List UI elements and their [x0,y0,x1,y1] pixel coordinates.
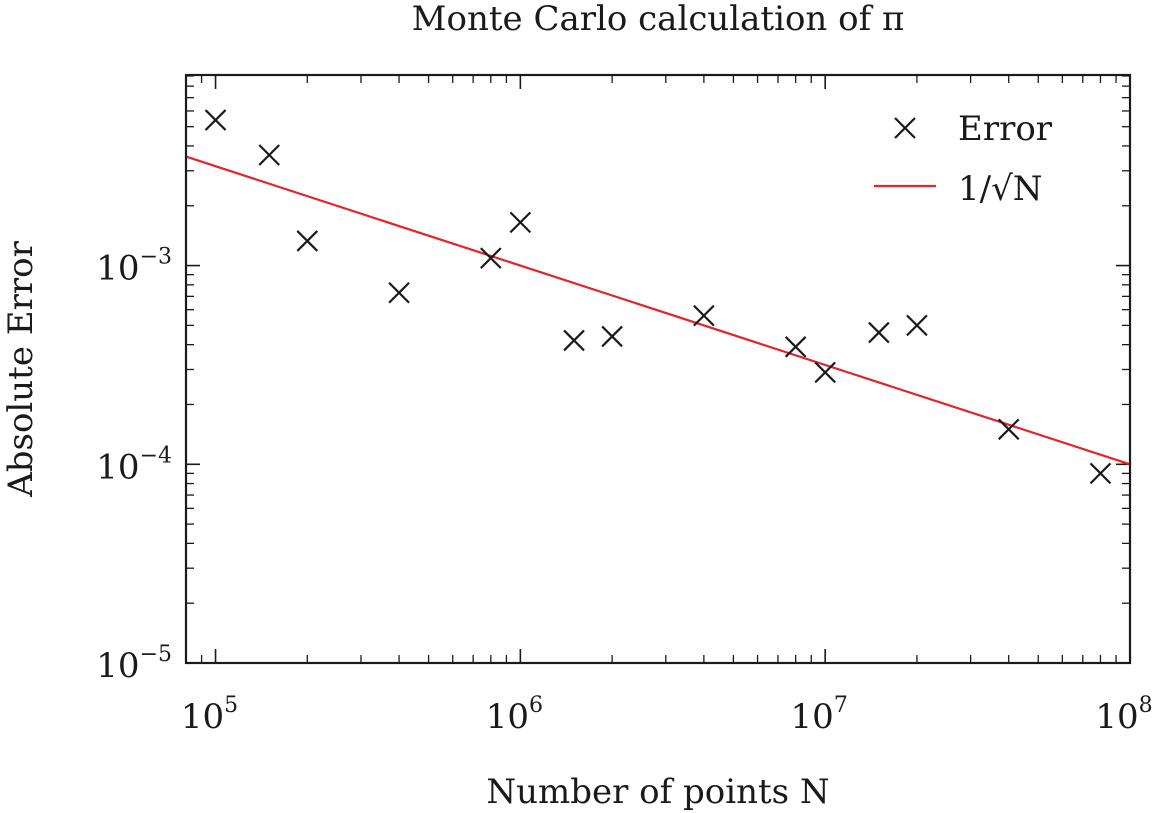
error-point [509,211,532,234]
legend: Error 1/√N [874,109,1053,209]
error-point [784,336,807,358]
y-tick-label: 10−3 [96,245,172,289]
plot-area [185,75,1131,664]
error-point [997,418,1020,441]
error-point [296,230,319,252]
legend-marker-error [894,117,916,139]
error-point [1089,462,1112,485]
error-point [563,329,585,352]
x-tick-label: 108 [1095,693,1152,737]
fit-line [185,155,1131,466]
error-point [693,304,715,327]
error-point [388,281,410,304]
x-tick-label: 105 [181,693,238,737]
error-point [868,321,890,344]
y-tick-label: 10−4 [96,443,172,487]
legend-label-fit: 1/√N [958,169,1043,209]
x-axis-label: Number of points N [486,772,829,812]
x-tick-label: 107 [791,693,848,737]
chart-title: Monte Carlo calculation of π [412,0,905,39]
error-point [601,325,623,348]
error-point [480,247,502,269]
plot-frame [184,73,1132,665]
y-tick-label: 10−5 [96,642,172,686]
error-point [204,109,227,131]
legend-label-error: Error [958,109,1053,149]
error-point [258,144,280,166]
error-point [814,361,836,384]
error-point [906,314,928,337]
x-tick-label: 106 [486,693,543,737]
y-axis-label: Absolute Error [1,240,41,497]
